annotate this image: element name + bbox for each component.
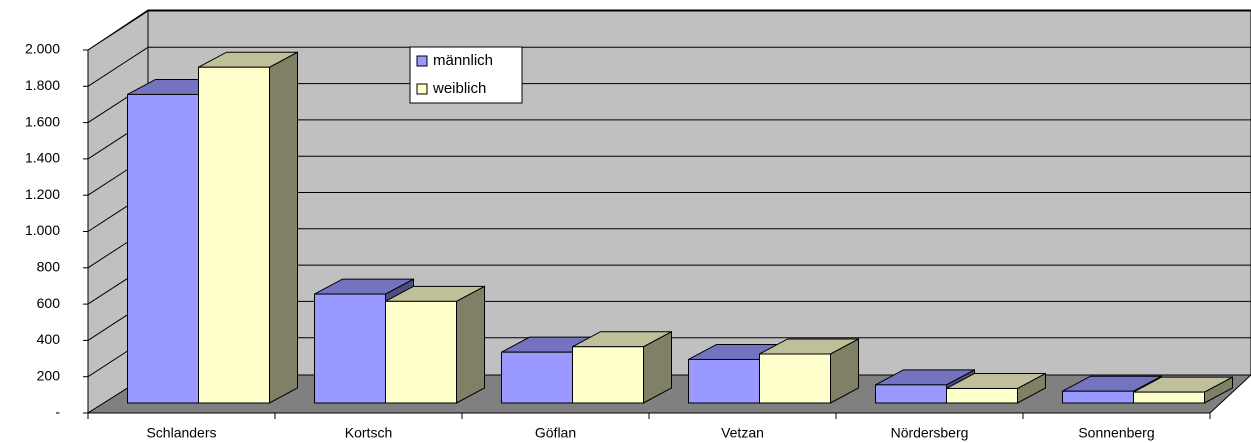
y-tick-label: 1.000 bbox=[25, 222, 60, 238]
x-tick-label: Kortsch bbox=[345, 425, 392, 441]
x-tick-label: Göflan bbox=[535, 425, 576, 441]
y-tick-label: 400 bbox=[37, 331, 61, 347]
bar-front bbox=[875, 384, 947, 404]
legend-label: männlich bbox=[433, 52, 493, 69]
bar-side bbox=[269, 51, 298, 404]
x-tick-label: Schlanders bbox=[146, 425, 216, 441]
x-tick-label: Vetzan bbox=[721, 425, 764, 441]
bar-front bbox=[198, 66, 270, 404]
y-tick-label: - bbox=[55, 404, 60, 420]
legend-swatch bbox=[416, 83, 428, 95]
bar bbox=[1133, 376, 1233, 404]
grid-line bbox=[87, 46, 1251, 87]
bar bbox=[198, 51, 298, 404]
y-tick-label: 1.600 bbox=[25, 113, 60, 129]
bar bbox=[946, 372, 1046, 404]
x-tick-label: Nördersberg bbox=[891, 425, 969, 441]
grid-line bbox=[87, 10, 1251, 51]
bar-front bbox=[759, 353, 831, 404]
bar-front bbox=[314, 293, 386, 404]
bar-front bbox=[688, 358, 760, 404]
axis: - 200 400 600 800 1.000 1.200 1.400 1.600 1.800 2.… bbox=[25, 41, 1211, 441]
bar-front bbox=[1062, 390, 1134, 404]
y-tick-label: 800 bbox=[37, 259, 61, 275]
bar-front bbox=[127, 93, 199, 404]
y-tick-label: 1.200 bbox=[25, 186, 60, 202]
y-tick-label: 600 bbox=[37, 295, 61, 311]
bar-front bbox=[572, 346, 644, 404]
bar bbox=[385, 285, 485, 404]
bar-front bbox=[385, 300, 457, 404]
bar-side bbox=[456, 285, 485, 404]
bar bbox=[759, 338, 859, 404]
legend-label: weiblich bbox=[432, 80, 486, 97]
bar-front bbox=[946, 387, 1018, 404]
y-tick-label: 1.800 bbox=[25, 77, 60, 93]
y-tick-label: 1.400 bbox=[25, 150, 60, 166]
bar-front bbox=[1133, 391, 1205, 404]
legend: männlich weiblich bbox=[409, 46, 523, 104]
bar-front bbox=[501, 351, 573, 404]
bars bbox=[127, 51, 1233, 404]
y-tick-label: 2.000 bbox=[25, 41, 60, 57]
bar bbox=[572, 330, 672, 404]
x-tick-label: Sonnenberg bbox=[1078, 425, 1154, 441]
legend-swatch bbox=[416, 55, 428, 67]
legend-box bbox=[409, 46, 523, 104]
y-tick-label: 200 bbox=[37, 367, 61, 383]
